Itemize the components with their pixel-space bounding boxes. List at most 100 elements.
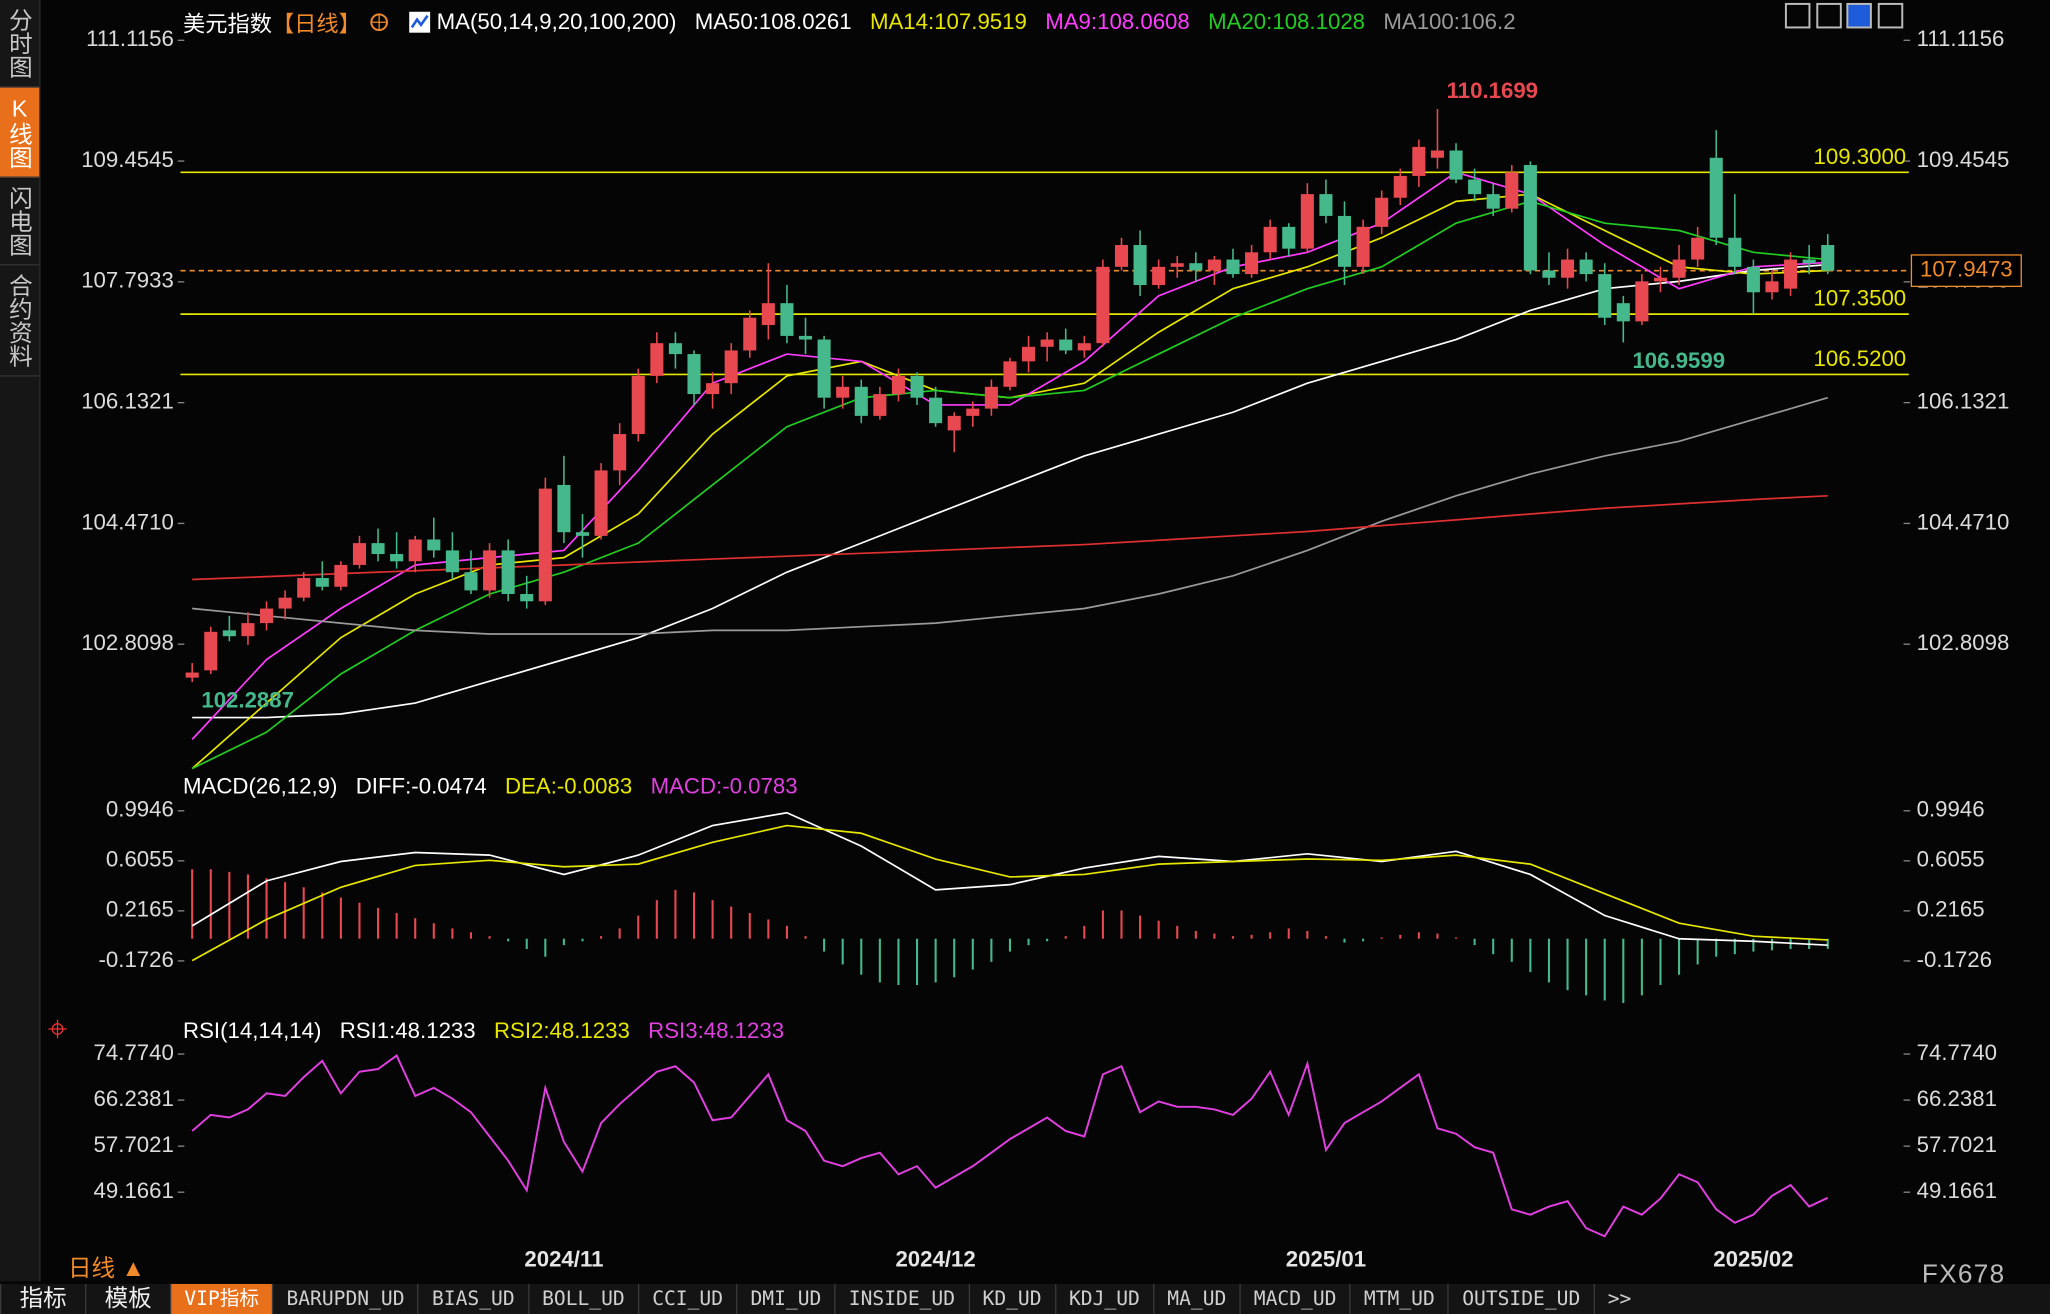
x-tick-label: 2025/01 <box>1286 1246 1366 1271</box>
y-tick-label: 0.9946 <box>1917 797 1985 822</box>
y-tick-label: 109.4545 <box>1917 147 2010 172</box>
tab[interactable]: DMI_UD <box>736 1284 834 1314</box>
chart-period: 【日线】 <box>272 5 361 38</box>
candle-body <box>483 550 496 590</box>
tab[interactable]: BARUPDN_UD <box>272 1284 418 1314</box>
bottom-tabs: 指标模板VIP指标BARUPDN_UDBIAS_UDBOLL_UDCCI_UDD… <box>0 1284 2050 1314</box>
candle-body <box>669 343 682 354</box>
tab[interactable]: OUTSIDE_UD <box>1448 1284 1594 1314</box>
add-icon[interactable] <box>369 11 390 32</box>
icon-button[interactable] <box>1786 4 1810 28</box>
period-button[interactable]: 日线 ▲ <box>68 1250 145 1284</box>
candle-body <box>1821 245 1834 271</box>
candle-body <box>1580 260 1593 275</box>
candle-body <box>353 543 366 565</box>
candle-body <box>1747 267 1760 292</box>
y-tick-label: 0.2165 <box>1917 897 1985 922</box>
legend-entry: RSI3:48.1233 <box>648 1019 784 1045</box>
candle-body <box>1041 340 1054 347</box>
candle-body <box>1375 198 1388 227</box>
candle-body <box>1524 165 1537 270</box>
candle-body <box>1561 260 1574 278</box>
tab[interactable]: KD_UD <box>968 1284 1054 1314</box>
y-tick-label: 0.2165 <box>106 897 174 922</box>
icon-button[interactable] <box>1879 4 1903 28</box>
candle-body <box>1449 150 1462 179</box>
candle-body <box>1487 194 1500 209</box>
tab[interactable]: MA_UD <box>1153 1284 1239 1314</box>
candle-body <box>1319 194 1332 216</box>
y-tick-label: 0.9946 <box>106 797 174 822</box>
legend-entry: MA100:106.2 <box>1383 8 1515 34</box>
candle-body <box>650 343 663 376</box>
candle-body <box>632 376 645 434</box>
toolbar-icons <box>1786 4 1902 28</box>
candle-body <box>799 336 812 340</box>
tab[interactable]: INSIDE_UD <box>834 1284 968 1314</box>
chart-title: 美元指数 <box>183 5 272 38</box>
candle-body <box>1078 343 1091 350</box>
rsi-header: RSI(14,14,14) RSI1:48.1233RSI2:48.1233RS… <box>183 1019 784 1045</box>
candle-body <box>1134 245 1147 285</box>
tab[interactable]: CCI_UD <box>638 1284 736 1314</box>
candle-body <box>911 376 924 398</box>
y-tick-label: 106.1321 <box>1917 389 2010 414</box>
settings-icon[interactable] <box>48 1020 66 1038</box>
candle-body <box>576 532 589 536</box>
candle-body <box>1171 263 1184 267</box>
y-tick-label: -0.1726 <box>1917 947 1992 972</box>
level-label: 107.3500 <box>1814 286 1907 311</box>
y-tick-label: 111.1156 <box>1917 26 2005 51</box>
candle-body <box>1245 252 1258 274</box>
candle-body <box>706 383 719 394</box>
candle-body <box>520 594 533 601</box>
candle-body <box>1617 303 1630 321</box>
candle-body <box>613 434 626 470</box>
candle-body <box>1673 260 1686 278</box>
candle-body <box>855 387 868 416</box>
indicator-line <box>192 1056 1828 1237</box>
candle-body <box>1803 260 1816 264</box>
candle-body <box>892 376 905 394</box>
tab[interactable]: 模板 <box>85 1284 170 1314</box>
candle-body <box>948 416 961 431</box>
candle-body <box>223 630 236 636</box>
indicator-line <box>192 172 1828 739</box>
tab[interactable]: >> <box>1593 1284 1644 1314</box>
y-tick-label: 0.6055 <box>106 847 174 872</box>
candle-body <box>836 387 849 398</box>
y-tick-label: 57.7021 <box>94 1132 174 1157</box>
extreme-label: 110.1699 <box>1447 78 1538 103</box>
candle-body <box>1003 361 1016 386</box>
candle-body <box>1264 227 1277 252</box>
indicator-icon[interactable] <box>408 10 432 34</box>
candle-body <box>186 673 199 678</box>
candle-body <box>557 485 570 532</box>
indicator-line <box>192 265 1828 718</box>
icon-button[interactable] <box>1847 4 1871 28</box>
y-tick-label: 74.7740 <box>94 1040 174 1065</box>
candle-body <box>464 572 477 590</box>
candle-body <box>595 470 608 535</box>
tab[interactable]: MTM_UD <box>1350 1284 1448 1314</box>
candle-body <box>1654 278 1667 282</box>
candle-body <box>1226 260 1239 275</box>
legend-entry: MA50:108.0261 <box>695 8 852 34</box>
icon-button[interactable] <box>1817 4 1841 28</box>
tab[interactable]: VIP指标 <box>170 1284 272 1314</box>
tab[interactable]: 指标 <box>0 1284 85 1314</box>
legend-entry: RSI1:48.1233 <box>340 1019 476 1045</box>
candle-body <box>1189 263 1202 270</box>
tab[interactable]: MACD_UD <box>1239 1284 1349 1314</box>
candle-body <box>1357 227 1370 267</box>
tab[interactable]: KDJ_UD <box>1055 1284 1153 1314</box>
tab[interactable]: BIAS_UD <box>418 1284 528 1314</box>
legend-entry: MA14:107.9519 <box>870 8 1027 34</box>
y-tick-label: 106.1321 <box>81 389 174 414</box>
macd-header: MACD(26,12,9) DIFF:-0.0474DEA:-0.0083MAC… <box>183 774 798 800</box>
extreme-label: 102.2887 <box>201 688 294 713</box>
tab[interactable]: BOLL_UD <box>528 1284 638 1314</box>
candle-body <box>409 539 422 561</box>
